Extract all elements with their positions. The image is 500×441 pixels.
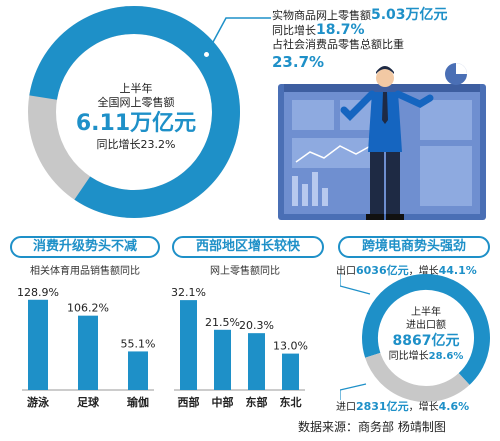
donut-total-value: 6.11万亿元 (75, 111, 197, 136)
presenter-head (376, 69, 394, 87)
donut-growth: 同比增长23.2% (96, 138, 176, 151)
import-label: 进口2831亿元，增长4.6% (336, 400, 470, 413)
leader-line (205, 17, 271, 56)
trade-donut (340, 274, 490, 402)
region-category-label: 东部 (246, 395, 268, 409)
physical-label: 实物商品网上零售额 (272, 9, 371, 22)
import-leader (340, 383, 367, 400)
panel-sports-title: 消费升级势头不减 (10, 236, 160, 258)
sports-category-label: 足球 (77, 395, 100, 409)
donut-share-arc (29, 6, 240, 218)
panel-crossborder-title: 跨境电商势头强劲 (338, 236, 490, 258)
sports-category-label: 瑜伽 (127, 395, 149, 409)
donut-center-label: 上半年 全国网上零售额 6.11万亿元 同比增长23.2% (52, 82, 220, 152)
region-value-label: 21.5% (205, 316, 240, 329)
leader-dot (202, 50, 211, 59)
presenter-illustration (278, 63, 486, 220)
physical-growth-value: 18.7% (316, 22, 365, 38)
panel-region-subtitle: 网上零售额同比 (210, 266, 280, 277)
physical-share-value: 23.7% (272, 53, 325, 71)
export-growth: 44.1% (438, 264, 477, 277)
presenter-legs (370, 152, 384, 216)
physical-growth-label: 同比增长 (272, 24, 316, 37)
import-value: 2831亿元 (356, 400, 409, 413)
region-value-label: 32.1% (171, 286, 206, 299)
region-bar-chart: 32.1% 西部 21.5% 中部 20.3% 东部 13.0% 东北 (171, 280, 328, 422)
sports-bar-chart: 128.9% 游泳 106.2% 足球 55.1% 瑜伽 (8, 280, 168, 422)
trade-growth: 28.6% (428, 351, 464, 362)
sports-bar (128, 351, 148, 390)
sports-category-label: 游泳 (27, 395, 50, 409)
region-category-label: 西部 (178, 395, 200, 409)
donut-period: 上半年 (119, 82, 153, 95)
import-growth: 4.6% (438, 400, 470, 413)
region-category-label: 东北 (280, 395, 302, 409)
physical-share-label: 占社会消费品零售总额比重 (272, 38, 404, 51)
export-value: 6036亿元 (356, 264, 409, 277)
source-credit: 数据来源：商务部 杨靖制图 (298, 420, 446, 434)
trade-slice-export (362, 274, 490, 385)
panel-region-title: 西部地区增长较快 (172, 236, 324, 258)
sports-value-label: 55.1% (121, 337, 156, 350)
sports-value-label: 106.2% (67, 302, 109, 315)
region-value-label: 13.0% (273, 340, 308, 353)
region-bar (180, 300, 197, 390)
export-leader (340, 274, 371, 295)
trade-total: 8867亿元 (392, 333, 460, 349)
physical-value: 5.03万亿元 (371, 7, 448, 23)
panel-sports-subtitle: 相关体育用品销售额同比 (30, 266, 140, 277)
sports-bar (78, 315, 98, 390)
region-bar (248, 333, 265, 390)
region-category-label: 中部 (212, 395, 234, 409)
region-value-label: 20.3% (239, 319, 274, 332)
online-retail-donut (28, 6, 240, 218)
physical-goods-block: 实物商品网上零售额5.03万亿元 同比增长18.7% 占社会消费品零售总额比重 … (272, 8, 498, 72)
region-bar (282, 353, 299, 390)
export-label: 出口6036亿元，增长44.1% (336, 264, 477, 277)
trade-center-label: 上半年 进出口额 8867亿元 同比增长28.6% (370, 306, 482, 363)
sports-value-label: 128.9% (17, 286, 59, 299)
donut-metric-name: 全国网上零售额 (97, 96, 175, 109)
region-bar (214, 329, 231, 390)
trade-slice-import (365, 352, 470, 402)
sports-bar (28, 299, 48, 390)
